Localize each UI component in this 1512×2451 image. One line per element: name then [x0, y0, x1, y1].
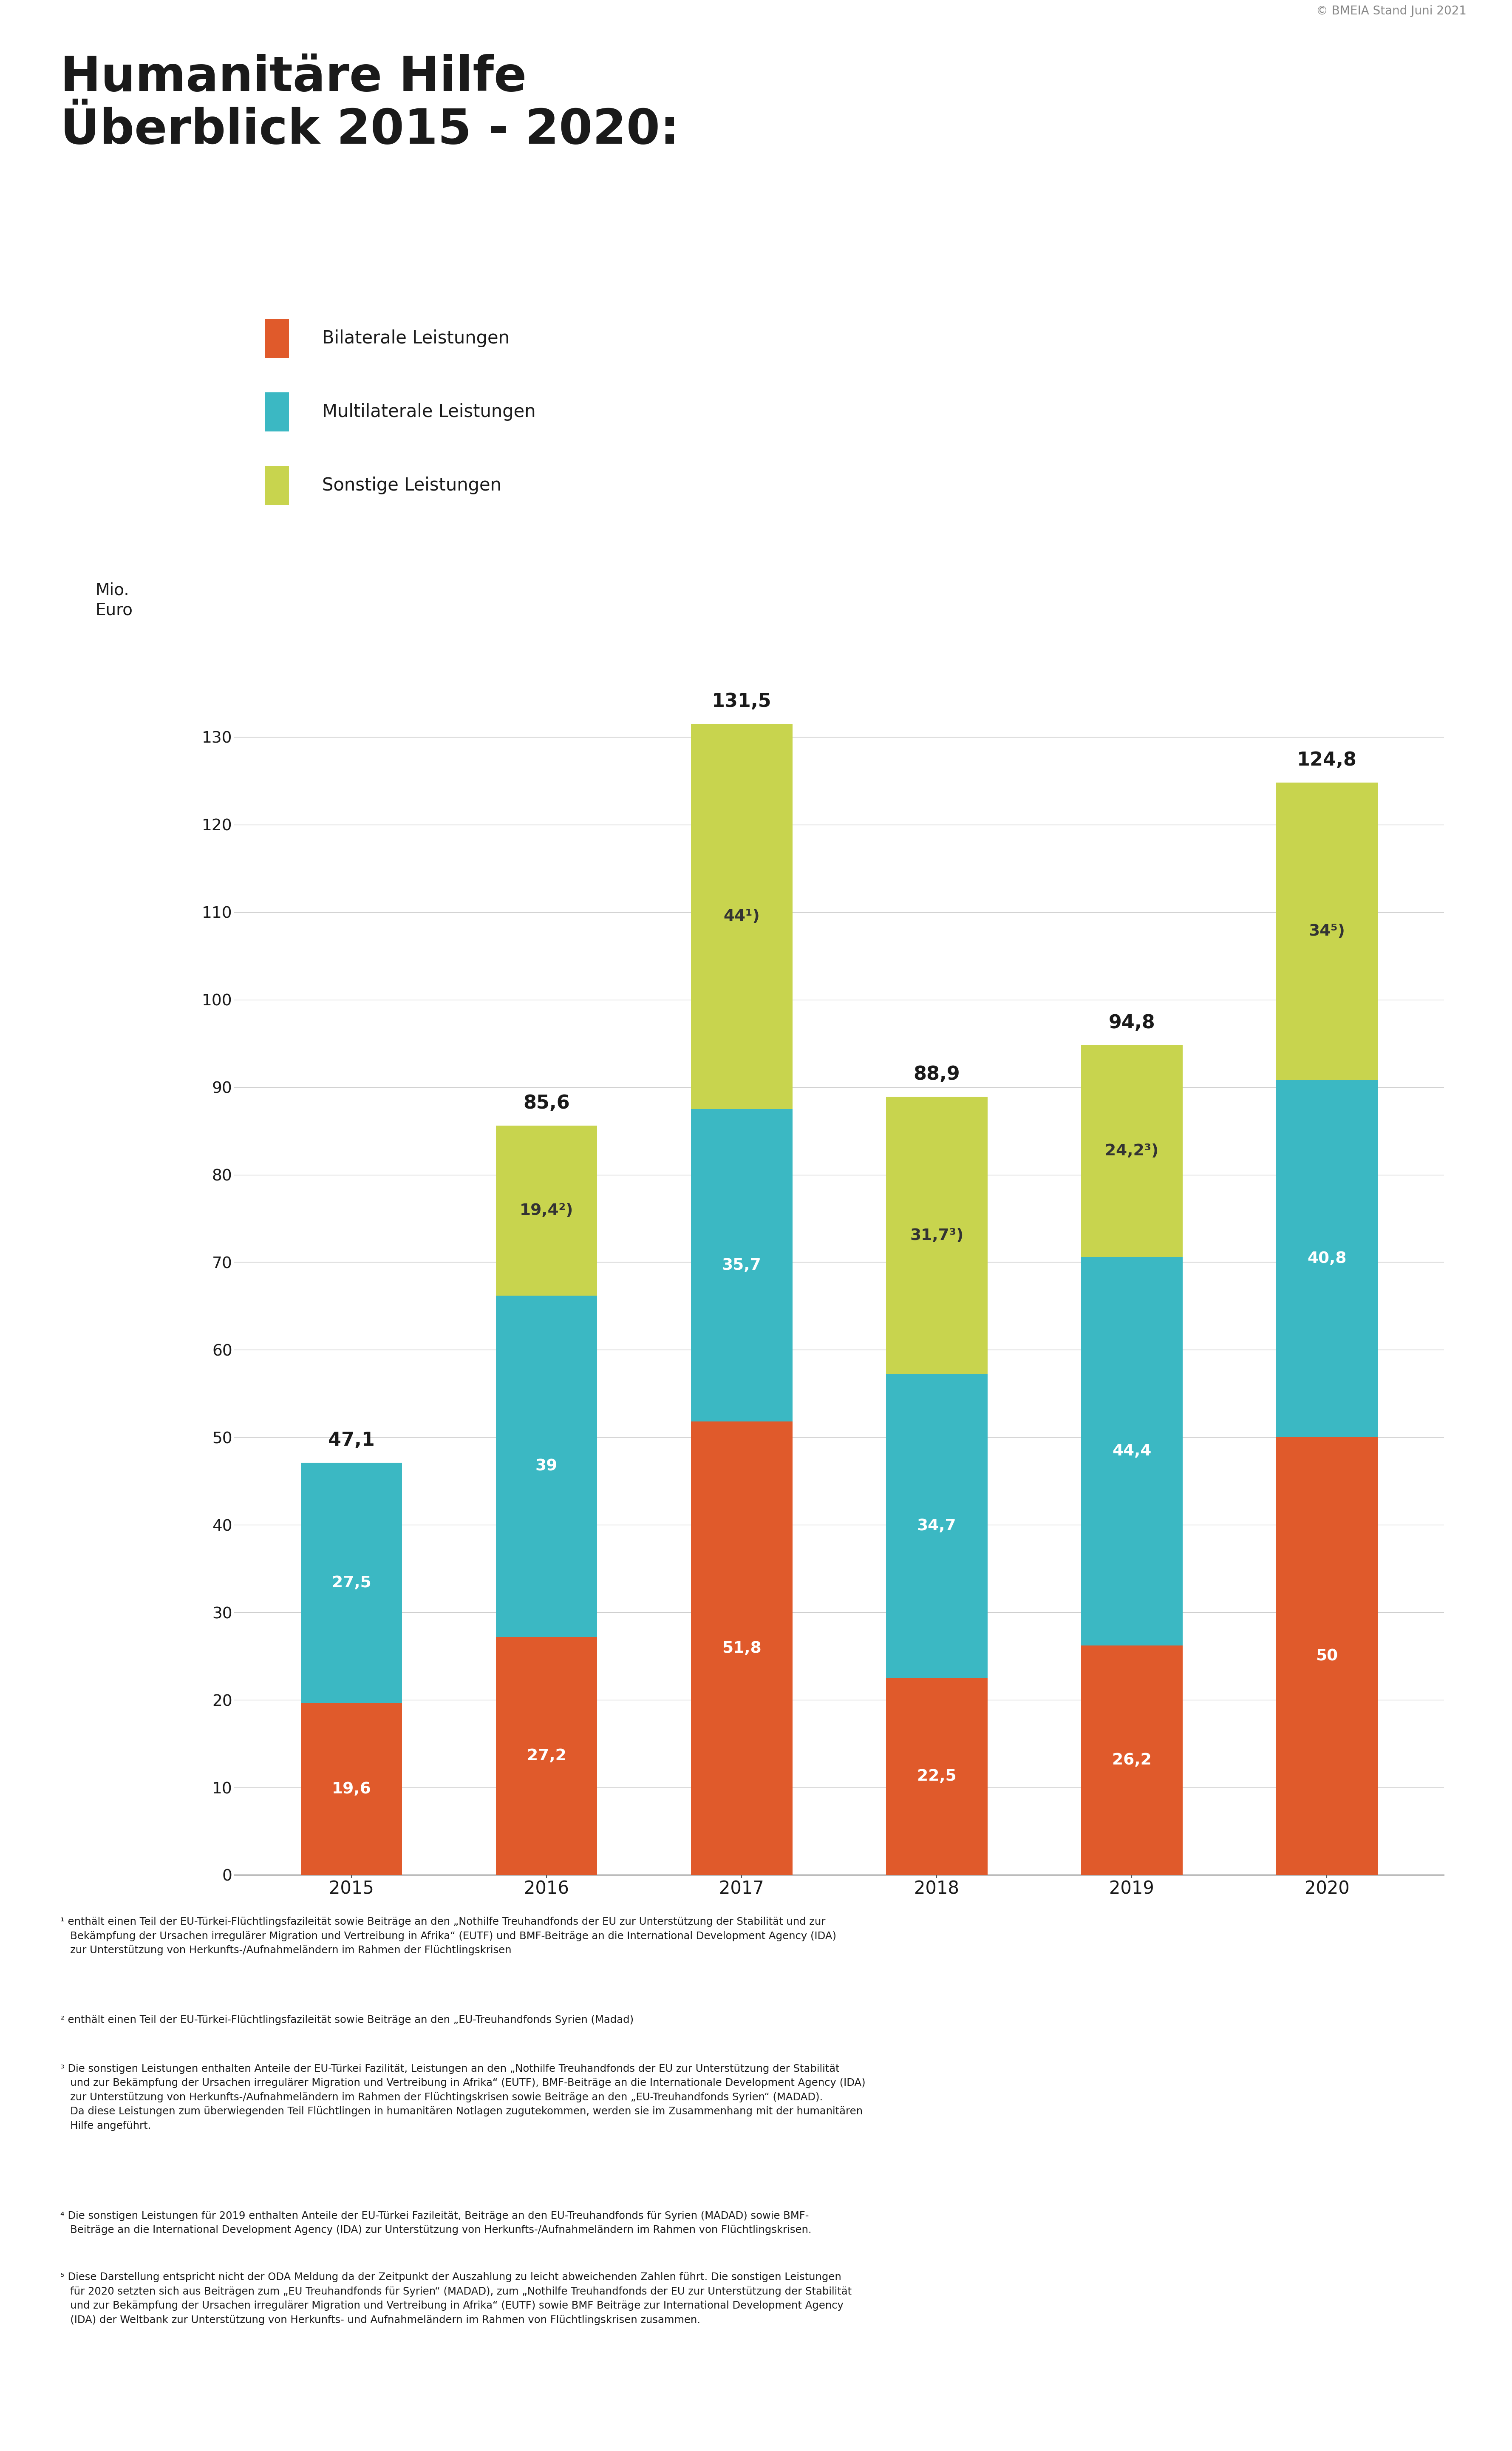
Text: Mio.
Euro: Mio. Euro — [95, 583, 133, 618]
Bar — [301, 1703, 402, 1875]
Text: 35,7: 35,7 — [721, 1257, 762, 1272]
Bar — [886, 1679, 987, 1875]
Text: Sonstige Leistungen: Sonstige Leistungen — [322, 475, 502, 495]
Text: © BMEIA Stand Juni 2021: © BMEIA Stand Juni 2021 — [1317, 5, 1467, 17]
Text: 94,8: 94,8 — [1108, 1015, 1155, 1032]
Text: 19,6: 19,6 — [331, 1782, 370, 1797]
Bar — [886, 1375, 987, 1679]
Text: 22,5: 22,5 — [916, 1770, 957, 1784]
Text: 40,8: 40,8 — [1308, 1250, 1347, 1267]
Text: 34,7: 34,7 — [916, 1520, 957, 1534]
Text: ¹ enthält einen Teil der EU-Türkei-Flüchtlingsfazileität sowie Beiträge an den „: ¹ enthält einen Teil der EU-Türkei-Flüch… — [60, 1917, 836, 1956]
Text: 27,2: 27,2 — [526, 1748, 565, 1765]
Text: 39: 39 — [535, 1458, 558, 1473]
Bar — [1276, 1436, 1377, 1875]
Text: 88,9: 88,9 — [913, 1066, 960, 1083]
Text: 131,5: 131,5 — [712, 694, 771, 711]
Text: 19,4²): 19,4²) — [520, 1203, 573, 1218]
Bar — [1081, 1044, 1182, 1257]
Bar — [691, 1108, 792, 1422]
Bar — [496, 1637, 597, 1875]
Text: 34⁵): 34⁵) — [1309, 924, 1346, 939]
Text: 47,1: 47,1 — [328, 1431, 375, 1449]
Text: Humanitäre Hilfe
Überblick 2015 - 2020:: Humanitäre Hilfe Überblick 2015 - 2020: — [60, 54, 679, 154]
Bar — [691, 723, 792, 1108]
Bar — [886, 1098, 987, 1375]
Bar — [1276, 1081, 1377, 1436]
Text: ⁴ Die sonstigen Leistungen für 2019 enthalten Anteile der EU-Türkei Fazileität, : ⁴ Die sonstigen Leistungen für 2019 enth… — [60, 2211, 812, 2235]
Text: 85,6: 85,6 — [523, 1093, 570, 1113]
Bar — [1276, 782, 1377, 1081]
Text: 27,5: 27,5 — [331, 1576, 370, 1591]
Text: ⁵ Diese Darstellung entspricht nicht der ODA Meldung da der Zeitpunkt der Auszah: ⁵ Diese Darstellung entspricht nicht der… — [60, 2272, 851, 2326]
Text: 124,8: 124,8 — [1297, 750, 1356, 770]
Text: 51,8: 51,8 — [721, 1640, 762, 1657]
Bar — [496, 1125, 597, 1297]
Bar — [1081, 1257, 1182, 1645]
Text: Bilaterale Leistungen: Bilaterale Leistungen — [322, 328, 510, 348]
Text: 44¹): 44¹) — [723, 909, 761, 924]
Text: 44,4: 44,4 — [1113, 1444, 1152, 1458]
Bar — [691, 1422, 792, 1875]
Text: Multilaterale Leistungen: Multilaterale Leistungen — [322, 402, 535, 422]
Bar — [496, 1297, 597, 1637]
Bar — [1081, 1645, 1182, 1875]
Text: 31,7³): 31,7³) — [910, 1228, 963, 1243]
Text: ³ Die sonstigen Leistungen enthalten Anteile der EU-Türkei Fazilität, Leistunge: ³ Die sonstigen Leistungen enthalten Ant… — [60, 2064, 865, 2130]
Bar — [301, 1463, 402, 1703]
Text: 26,2: 26,2 — [1113, 1752, 1152, 1767]
Text: 24,2³): 24,2³) — [1105, 1145, 1158, 1159]
Text: ² enthält einen Teil der EU-Türkei-Flüchtlingsfazileität sowie Beiträge an den „: ² enthält einen Teil der EU-Türkei-Flüch… — [60, 2015, 634, 2025]
Text: 50: 50 — [1315, 1650, 1338, 1664]
